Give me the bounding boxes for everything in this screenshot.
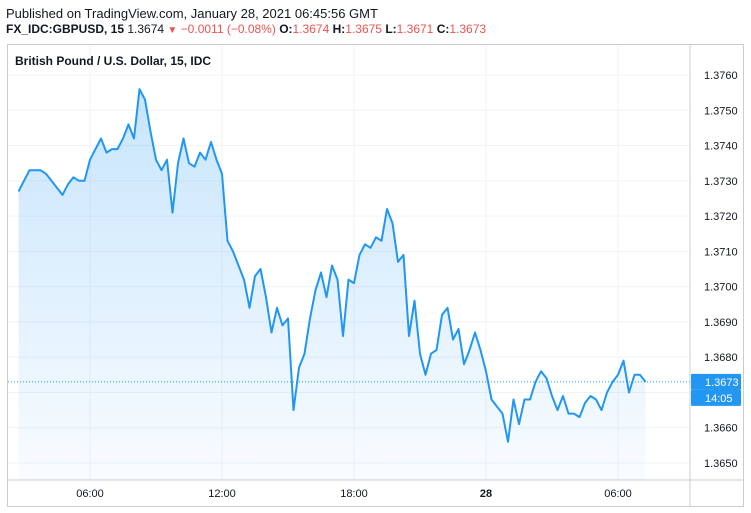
- open-value: 1.3674: [292, 22, 330, 36]
- close-value: 1.3673: [449, 22, 487, 36]
- low-label: L:: [385, 22, 397, 36]
- low-value: 1.3671: [396, 22, 434, 36]
- y-tick-label: 1.3680: [704, 352, 738, 364]
- price-line: [17, 88, 647, 443]
- y-tick-label: 1.3650: [704, 458, 738, 470]
- ohlc-header: FX_IDC:GBPUSD, 15 1.3674 ▼ −0.0011 (−0.0…: [6, 22, 486, 36]
- y-tick-label: 1.3720: [704, 211, 738, 223]
- y-tick-label: 1.3660: [704, 423, 738, 435]
- y-tick-label: 1.3740: [704, 141, 738, 153]
- x-tick-label: 06:00: [76, 488, 104, 500]
- symbol-label: FX_IDC:GBPUSD, 15: [6, 22, 125, 36]
- last-price: 1.3674: [127, 22, 165, 36]
- x-tick-label: 12:00: [208, 488, 236, 500]
- last-price-label: 1.3673: [705, 377, 739, 389]
- change-value: −0.0011 (−0.08%): [180, 22, 276, 36]
- countdown-tag: 14:05: [691, 389, 741, 406]
- close-label: C:: [436, 22, 450, 36]
- high-value: 1.3675: [345, 22, 382, 36]
- y-axis-ticks: 1.3760 1.3750 1.3740 1.3730 1.3720 1.3710 1.37…: [704, 70, 738, 470]
- open-label: O:: [279, 22, 293, 36]
- published-note: Published on TradingView.com, January 28…: [6, 6, 378, 21]
- y-tick-label: 1.3700: [704, 282, 738, 294]
- price-area-fill: [18, 89, 646, 480]
- y-tick-label: 1.3710: [704, 246, 738, 258]
- x-tick-label: 18:00: [340, 488, 368, 500]
- x-tick-label: 06:00: [604, 488, 632, 500]
- chart-title: British Pound / U.S. Dollar, 15, IDC: [15, 54, 211, 68]
- x-tick-label: 28: [480, 488, 492, 500]
- y-tick-label: 1.3750: [704, 105, 738, 117]
- y-tick-label: 1.3760: [704, 70, 738, 82]
- countdown-label: 14:05: [705, 393, 733, 405]
- last-price-tag: 1.3673: [691, 373, 741, 390]
- chart-frame: [7, 44, 744, 507]
- triangle-down-icon: ▼: [167, 25, 178, 36]
- high-label: H:: [332, 22, 346, 36]
- y-tick-label: 1.3690: [704, 317, 738, 329]
- y-tick-label: 1.3730: [704, 176, 738, 188]
- x-axis-ticks: 06:00 12:00 18:00 28 06:00: [76, 488, 632, 500]
